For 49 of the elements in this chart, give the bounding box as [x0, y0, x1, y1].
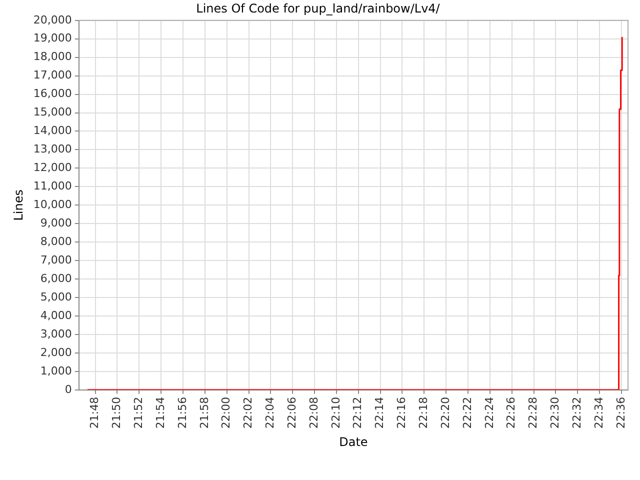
- x-tick-label: 21:50: [110, 396, 124, 429]
- y-axis-title: Lines: [11, 190, 26, 221]
- y-tick-label: 0: [64, 382, 72, 396]
- x-tick-label: 22:02: [242, 396, 255, 429]
- y-tick-label: 17,000: [33, 68, 72, 82]
- x-tick-label: 22:22: [460, 396, 474, 429]
- x-tick-label: 22:28: [526, 396, 540, 429]
- y-tick-label: 9,000: [40, 216, 72, 230]
- x-tick-label: 21:56: [176, 396, 189, 429]
- x-tick-label: 22:16: [395, 396, 408, 429]
- x-tick-label: 21:54: [154, 396, 167, 429]
- x-tick-label: 22:20: [438, 396, 452, 429]
- x-tick-label: 22:06: [285, 396, 298, 429]
- x-tick-label: 21:52: [132, 396, 146, 429]
- x-tick-label: 22:00: [220, 396, 233, 429]
- y-tick-label: 10,000: [33, 198, 72, 212]
- y-tick-label: 19,000: [33, 32, 72, 45]
- x-tick-label: 22:36: [614, 396, 628, 429]
- x-axis-title: Date: [339, 434, 368, 449]
- chart-title: Lines Of Code for pup_land/rainbow/Lv4/: [196, 1, 441, 16]
- y-tick-label: 8,000: [40, 234, 72, 248]
- x-tick-label: 22:08: [307, 396, 320, 429]
- y-tick-label: 12,000: [33, 161, 72, 174]
- x-tick-label: 22:30: [548, 396, 562, 429]
- x-tick-label: 22:18: [417, 396, 430, 429]
- x-tick-label: 21:58: [198, 396, 211, 429]
- x-tick-label: 22:26: [504, 396, 518, 429]
- x-tick-label: 22:12: [351, 396, 364, 429]
- y-tick-label: 4,000: [40, 308, 72, 322]
- y-tick-label: 11,000: [33, 180, 72, 193]
- y-tick-label: 20,000: [33, 13, 72, 26]
- y-tick-label: 1,000: [40, 364, 72, 378]
- y-tick-label: 13,000: [33, 142, 72, 156]
- x-tick-label: 22:04: [264, 396, 277, 429]
- y-tick-label: 18,000: [33, 50, 72, 64]
- y-tick-label: 5,000: [40, 290, 72, 304]
- y-tick-label: 14,000: [33, 124, 72, 138]
- x-tick-label: 21:48: [88, 396, 102, 429]
- x-tick-label: 22:34: [592, 396, 606, 429]
- y-tick-label: 16,000: [33, 87, 72, 100]
- y-tick-label: 15,000: [33, 106, 72, 119]
- x-tick-label: 22:14: [373, 396, 386, 429]
- y-tick-label: 3,000: [40, 327, 72, 340]
- y-tick-label: 6,000: [40, 272, 72, 285]
- x-tick-label: 22:24: [482, 396, 496, 429]
- y-tick-label: 7,000: [40, 253, 72, 266]
- x-tick-label: 22:10: [329, 396, 342, 429]
- x-tick-label: 22:32: [570, 396, 584, 429]
- y-tick-label: 2,000: [40, 346, 72, 359]
